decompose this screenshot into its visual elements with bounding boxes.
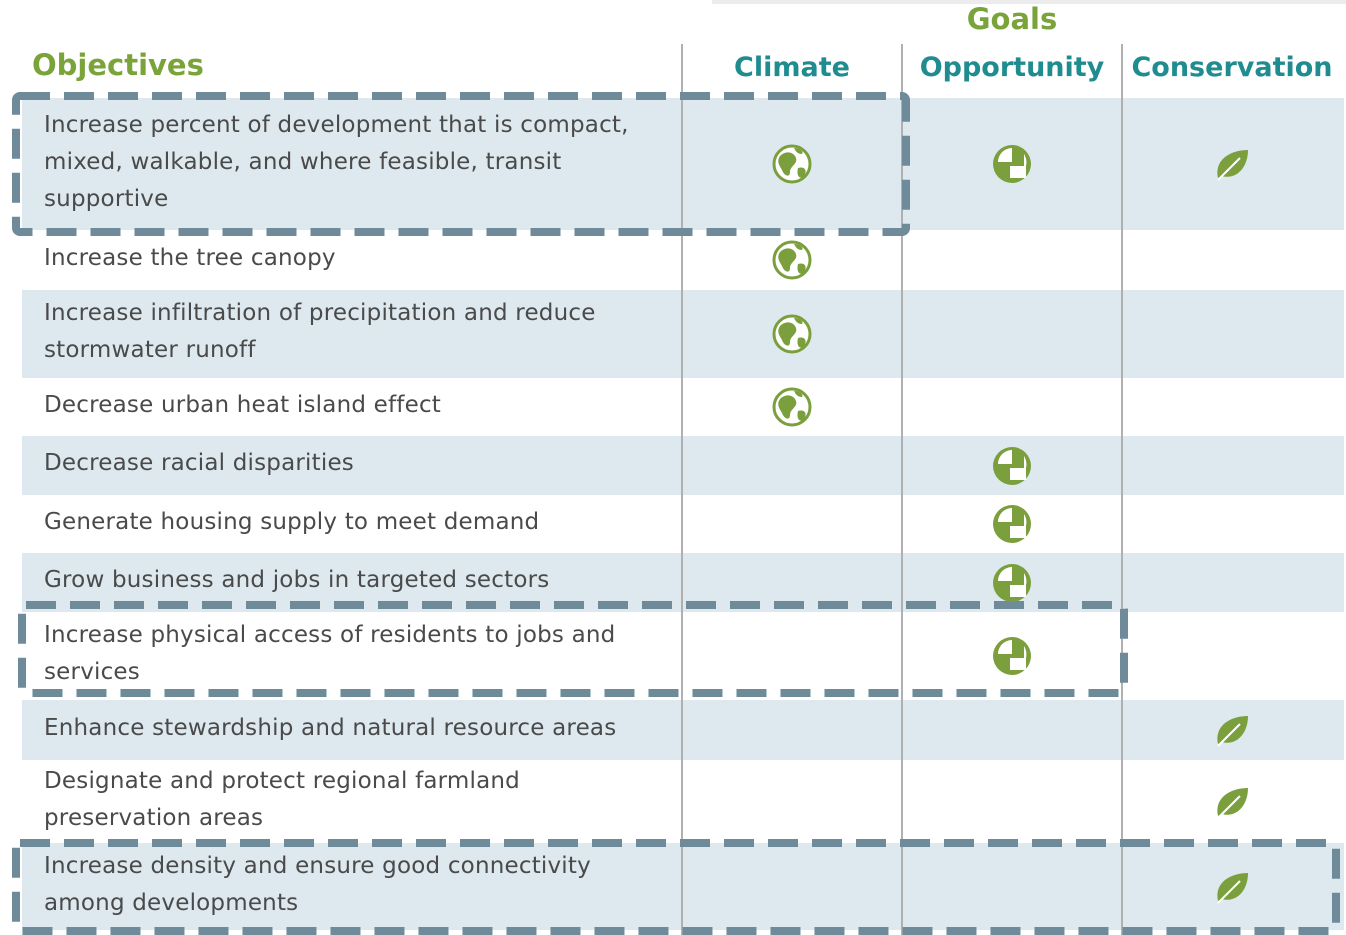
leaf-vein — [1217, 879, 1241, 904]
table-row: Generate housing supply to meet demand — [22, 495, 1344, 553]
objective-line: Generate housing supply to meet demand — [44, 508, 540, 535]
goal-icon — [993, 505, 1031, 543]
objective-line: Decrease urban heat island effect — [44, 391, 442, 418]
objective-line: Increase physical access of residents to… — [44, 622, 616, 648]
objective-line: Increase density and ensure good connect… — [44, 852, 591, 879]
objective: Enhance stewardship and natural resource… — [44, 710, 616, 747]
table-row: Grow business and jobs in targeted secto… — [22, 553, 1344, 612]
table-row: Increase percent of development that is … — [22, 98, 1344, 230]
objective: Increase the tree canopy — [44, 240, 336, 277]
highlight-box — [12, 839, 1340, 935]
objective: Decrease urban heat island effect — [44, 387, 441, 424]
column-divider — [1121, 44, 1123, 935]
globe-land — [778, 391, 806, 421]
opportunity-steps — [998, 640, 1027, 670]
objectives-title: Objectives — [32, 48, 204, 82]
goal-icon — [993, 446, 1031, 485]
goal-icon — [772, 144, 812, 184]
objective-line: Designate and protect regional farmland — [44, 767, 520, 794]
top-rule — [712, 0, 1346, 4]
globe-land — [778, 318, 806, 348]
highlight-box — [12, 92, 910, 236]
objective: Designate and protect regional farmland p… — [44, 763, 520, 837]
globe-land — [778, 244, 806, 274]
column-divider — [681, 44, 683, 935]
goal-header: Conservation — [1131, 52, 1333, 83]
objective: Increase physical access of residents to… — [44, 617, 615, 691]
column-divider — [901, 44, 903, 935]
objective-line: among developments — [44, 889, 299, 916]
goal-icon — [1217, 716, 1248, 747]
objective-line: Grow business and jobs in targeted secto… — [44, 567, 550, 593]
objective: Increase percent of development that is … — [44, 107, 629, 218]
table-row: Increase infiltration of precipitation a… — [22, 290, 1344, 378]
leaf-vein — [1217, 794, 1241, 819]
leaf-vein — [1217, 157, 1241, 181]
goal-icon — [772, 314, 812, 354]
table-row: Enhance stewardship and natural resource… — [22, 700, 1344, 760]
objective: Increase density and ensure good connect… — [44, 848, 591, 922]
opportunity-steps — [998, 449, 1027, 480]
objective-line: mixed, walkable, and where feasible, tra… — [44, 148, 562, 175]
goals-title: Goals — [966, 2, 1058, 36]
goal-header: Opportunity — [919, 52, 1105, 83]
table-row: Designate and protect regional farmland p… — [22, 760, 1344, 843]
goal-icon — [772, 387, 812, 427]
table-row: Increase physical access of residents to… — [22, 612, 1344, 700]
goal-icon — [1217, 872, 1248, 904]
objective-line: Increase infiltration of precipitation a… — [44, 300, 596, 326]
leaf-vein — [1217, 723, 1241, 747]
opportunity-steps — [998, 508, 1027, 538]
objective-line: stormwater runoff — [44, 337, 256, 363]
globe-land — [778, 148, 806, 178]
goal-icon — [993, 563, 1031, 602]
objective: Grow business and jobs in targeted secto… — [44, 562, 549, 599]
goal-icon — [993, 637, 1031, 675]
objective-line: Decrease racial disparities — [44, 450, 354, 476]
table-row: Decrease urban heat island effect — [22, 378, 1344, 436]
objective-line: Enhance stewardship and natural resource… — [44, 714, 617, 741]
opportunity-steps — [998, 148, 1027, 178]
goal-header: Climate — [734, 52, 850, 83]
opportunity-steps — [998, 566, 1027, 597]
objective: Increase infiltration of precipitation a… — [44, 295, 596, 369]
objective-line: supportive — [44, 185, 169, 212]
objective-line: preservation areas — [44, 804, 264, 831]
goal-icon — [993, 145, 1031, 183]
table-row: Increase the tree canopy — [22, 230, 1344, 290]
highlight-box — [18, 601, 1128, 697]
table-row: Decrease racial disparities — [22, 436, 1344, 495]
objective-line: Increase the tree canopy — [44, 244, 336, 271]
objective: Decrease racial disparities — [44, 445, 354, 482]
table-row: Increase density and ensure good connect… — [22, 843, 1344, 930]
goal-icon — [1217, 150, 1248, 181]
objective-line: services — [44, 659, 140, 685]
goal-icon — [1217, 787, 1248, 819]
goal-icon — [772, 240, 812, 280]
objective: Generate housing supply to meet demand — [44, 504, 539, 541]
objective-line: Increase percent of development that is … — [44, 111, 629, 138]
